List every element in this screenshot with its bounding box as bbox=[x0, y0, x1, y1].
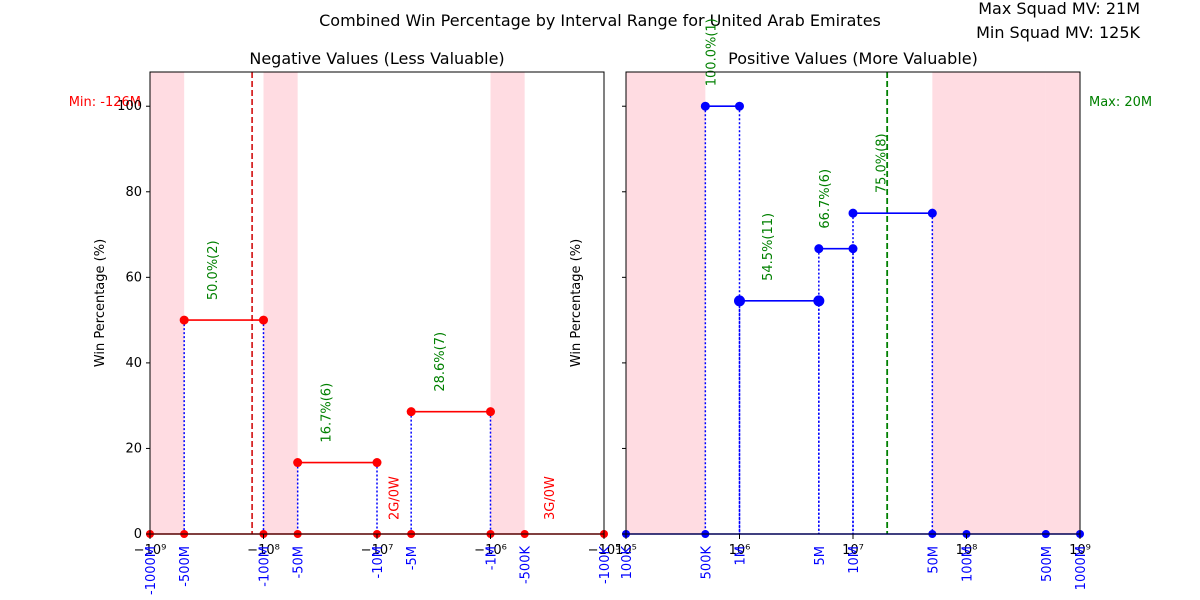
max-squad-mv: Max Squad MV: 21M bbox=[978, 0, 1140, 18]
data-point bbox=[259, 315, 268, 325]
y-tick-label: 0 bbox=[134, 527, 142, 542]
interval-tick-label: 5M bbox=[813, 546, 828, 566]
shaded-interval-band bbox=[1045, 72, 1080, 534]
y-tick-label: 80 bbox=[125, 185, 142, 200]
shaded-interval-band bbox=[966, 72, 1046, 534]
interval-tick-label: -500K bbox=[519, 546, 534, 585]
interval-tick-label: 100K bbox=[620, 546, 635, 580]
max-reference-label: Max: 20M bbox=[1089, 95, 1152, 110]
interval-tick-label: -100K bbox=[598, 546, 613, 585]
negative-values-panel: Min: -126M 50.0%(2) 16.7%(6) 28.6%(7) 2G/0W 3… bbox=[69, 49, 621, 595]
interval-tick-label: -1000M bbox=[144, 546, 159, 595]
x-major-tick-label: 10⁶ bbox=[729, 543, 751, 558]
data-point bbox=[848, 208, 858, 218]
data-point bbox=[293, 458, 303, 468]
positive-values-panel: Max: 20M 100.0%(1) 54.5%(11) 66.7%(6) 75.0%(… bbox=[569, 18, 1152, 590]
x-major-tick-label: −10⁵ bbox=[588, 543, 621, 558]
interval-tick-label: 1M bbox=[734, 546, 749, 566]
shaded-interval-band bbox=[490, 72, 525, 534]
shaded-interval-band bbox=[150, 72, 185, 534]
interval-tick-label: 10M bbox=[847, 546, 862, 574]
games-wins-label: 2G/0W bbox=[388, 476, 403, 520]
shaded-interval-band bbox=[932, 72, 967, 534]
interval-tick-label: -1M bbox=[485, 546, 500, 570]
shaded-interval-band bbox=[263, 72, 298, 534]
data-point bbox=[927, 208, 937, 218]
panel-title: Positive Values (More Valuable) bbox=[728, 49, 978, 68]
interval-tick-label: 500K bbox=[699, 546, 714, 580]
data-point bbox=[734, 295, 745, 307]
min-reference-label: Min: -126M bbox=[69, 95, 141, 110]
interval-tick-label: 100M bbox=[961, 546, 976, 582]
min-squad-mv: Min Squad MV: 125K bbox=[976, 23, 1140, 42]
interval-tick-label: 1000M bbox=[1074, 546, 1089, 590]
x-major-tick-label: 10⁵ bbox=[615, 543, 637, 558]
x-major-tick-label: 10⁷ bbox=[842, 543, 864, 558]
games-wins-label: 3G/0W bbox=[543, 476, 558, 520]
data-point bbox=[372, 458, 382, 468]
y-axis-label: Win Percentage (%) bbox=[93, 239, 108, 367]
x-major-tick-label: −10⁸ bbox=[247, 543, 280, 558]
panel-title: Negative Values (Less Valuable) bbox=[249, 49, 504, 68]
win-percentage-label: 100.0%(1) bbox=[704, 18, 719, 86]
x-major-tick-label: −10⁹ bbox=[134, 543, 167, 558]
shaded-interval-band bbox=[626, 72, 706, 534]
data-point bbox=[406, 407, 416, 417]
y-tick-label: 60 bbox=[125, 270, 142, 285]
win-percentage-label: 16.7%(6) bbox=[319, 383, 334, 443]
data-point bbox=[813, 295, 825, 307]
x-major-tick-label: 10⁸ bbox=[956, 543, 978, 558]
data-point bbox=[735, 101, 744, 111]
interval-tick-label: -500M bbox=[178, 546, 193, 587]
interval-tick-label: -100M bbox=[258, 546, 273, 587]
y-tick-label: 40 bbox=[125, 356, 142, 371]
interval-tick-label: -5M bbox=[405, 546, 420, 570]
win-percentage-label: 75.0%(8) bbox=[875, 133, 890, 193]
win-percentage-label: 66.7%(6) bbox=[818, 169, 833, 229]
y-axis-label: Win Percentage (%) bbox=[569, 239, 584, 367]
x-major-tick-label: −10⁶ bbox=[474, 543, 507, 558]
data-point bbox=[700, 101, 710, 111]
interval-tick-label: -10M bbox=[371, 546, 386, 578]
data-point bbox=[814, 244, 824, 254]
x-major-tick-label: −10⁷ bbox=[361, 543, 394, 558]
interval-tick-label: -50M bbox=[292, 546, 307, 578]
win-percentage-label: 54.5%(11) bbox=[761, 213, 776, 281]
y-tick-label: 100 bbox=[117, 99, 142, 114]
figure-title: Combined Win Percentage by Interval Rang… bbox=[319, 11, 881, 30]
interval-tick-label: 500M bbox=[1040, 546, 1055, 582]
x-major-tick-label: 10⁹ bbox=[1069, 543, 1091, 558]
data-point bbox=[486, 407, 495, 417]
data-point bbox=[179, 315, 189, 325]
win-percentage-label: 50.0%(2) bbox=[206, 240, 221, 300]
data-point bbox=[848, 244, 858, 254]
y-tick-label: 20 bbox=[125, 441, 142, 456]
win-percentage-label: 28.6%(7) bbox=[433, 332, 448, 392]
interval-tick-label: 50M bbox=[926, 546, 941, 574]
